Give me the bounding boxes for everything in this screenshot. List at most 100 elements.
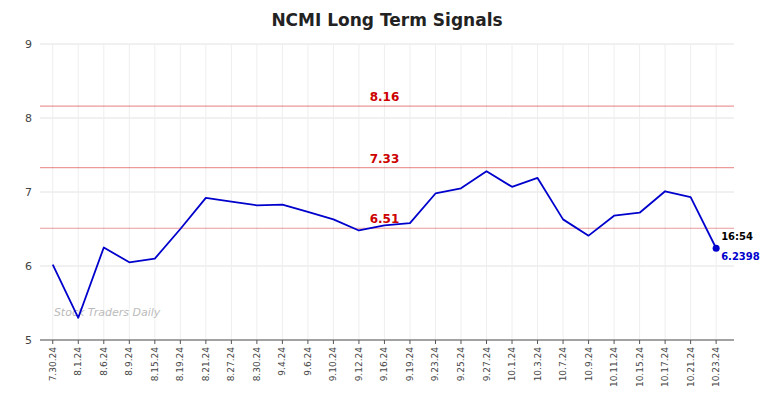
x-axis xyxy=(40,340,734,341)
x-tick xyxy=(537,340,538,344)
x-tick-label: 8.21.24 xyxy=(201,347,211,382)
x-tick-label: 10.9.24 xyxy=(584,347,594,382)
signal-line xyxy=(40,228,734,229)
x-tick-label: 8.6.24 xyxy=(99,347,109,376)
grid-line xyxy=(333,44,334,340)
x-tick-label: 9.4.24 xyxy=(277,347,287,376)
grid-line xyxy=(512,44,513,340)
grid-line xyxy=(40,340,734,341)
y-tick-label: 7 xyxy=(25,186,32,199)
grid-line xyxy=(614,44,615,340)
x-tick-label: 8.30.24 xyxy=(252,347,262,382)
x-tick xyxy=(129,340,130,344)
grid-line xyxy=(40,118,734,119)
x-tick xyxy=(716,340,717,344)
grid-line xyxy=(358,44,359,340)
x-tick-label: 9.10.24 xyxy=(328,347,338,382)
x-tick xyxy=(563,340,564,344)
x-tick xyxy=(690,340,691,344)
x-tick xyxy=(103,340,104,344)
last-time-label: 16:54 xyxy=(721,231,753,242)
x-tick xyxy=(180,340,181,344)
x-tick-label: 9.16.24 xyxy=(379,347,389,382)
grid-line xyxy=(205,44,206,340)
x-tick-label: 9.12.24 xyxy=(354,347,364,382)
x-tick xyxy=(282,340,283,344)
x-tick xyxy=(52,340,53,344)
x-tick xyxy=(665,340,666,344)
x-tick-label: 10.1.24 xyxy=(507,347,517,382)
grid-line xyxy=(256,44,257,340)
signal-line xyxy=(40,106,734,107)
grid-line xyxy=(78,44,79,340)
grid-line xyxy=(307,44,308,340)
grid-line xyxy=(103,44,104,340)
x-tick-label: 8.19.24 xyxy=(175,347,185,382)
signal-line xyxy=(40,167,734,168)
x-tick-label: 9.25.24 xyxy=(456,347,466,382)
x-tick-label: 10.11.24 xyxy=(609,347,619,387)
price-line xyxy=(53,171,716,318)
signal-label: 6.51 xyxy=(370,212,400,226)
plot-area xyxy=(40,106,734,318)
y-tick-label: 6 xyxy=(25,260,32,273)
grid-line xyxy=(282,44,283,340)
x-tick xyxy=(307,340,308,344)
signal-label: 8.16 xyxy=(370,90,400,104)
grid-line xyxy=(537,44,538,340)
grid-line xyxy=(384,44,385,340)
x-tick xyxy=(78,340,79,344)
x-tick xyxy=(614,340,615,344)
grid-line xyxy=(486,44,487,340)
x-tick-label: 10.15.24 xyxy=(635,347,645,387)
x-tick-label: 9.27.24 xyxy=(482,347,492,382)
x-tick-label: 10.7.24 xyxy=(558,347,568,382)
x-tick-label: 8.1.24 xyxy=(73,347,83,376)
x-tick-label: 10.23.24 xyxy=(711,347,721,387)
watermark: Stock Traders Daily xyxy=(54,306,161,319)
grid-line xyxy=(129,44,130,340)
x-tick xyxy=(486,340,487,344)
x-tick xyxy=(460,340,461,344)
signal-label: 7.33 xyxy=(370,152,400,166)
x-tick xyxy=(231,340,232,344)
grid-line xyxy=(154,44,155,340)
grid-line xyxy=(460,44,461,340)
x-tick xyxy=(588,340,589,344)
x-tick xyxy=(333,340,334,344)
y-tick-label: 8 xyxy=(25,112,32,125)
grid-line xyxy=(563,44,564,340)
x-tick xyxy=(256,340,257,344)
x-tick-label: 9.6.24 xyxy=(303,347,313,376)
grid-line xyxy=(52,44,53,340)
x-tick xyxy=(639,340,640,344)
x-tick-label: 9.19.24 xyxy=(405,347,415,382)
title: NCMI Long Term Signals xyxy=(271,10,502,30)
grid-line xyxy=(588,44,589,340)
grid-line xyxy=(435,44,436,340)
grid-line xyxy=(409,44,410,340)
x-tick-label: 10.3.24 xyxy=(533,347,543,382)
grid-line xyxy=(690,44,691,340)
x-tick-label: 8.15.24 xyxy=(150,347,160,382)
x-tick xyxy=(358,340,359,344)
last-value-label: 6.2398 xyxy=(721,251,760,262)
x-tick xyxy=(205,340,206,344)
x-tick-label: 7.30.24 xyxy=(48,347,58,382)
y-tick-label: 5 xyxy=(25,334,32,347)
x-tick-label: 8.9.24 xyxy=(124,347,134,376)
grid-line xyxy=(40,266,734,267)
grid-line xyxy=(40,192,734,193)
x-tick-label: 8.27.24 xyxy=(226,347,236,382)
grid-line xyxy=(40,44,734,45)
grid-line xyxy=(231,44,232,340)
y-tick-label: 9 xyxy=(25,38,32,51)
x-tick xyxy=(154,340,155,344)
grid-line xyxy=(180,44,181,340)
chart: NCMI Long Term Signals 5 6 7 8 9 7.30.24 8.1.24… xyxy=(0,0,784,398)
last-point xyxy=(713,245,720,252)
background xyxy=(0,0,784,398)
x-tick xyxy=(435,340,436,344)
x-tick xyxy=(384,340,385,344)
x-tick xyxy=(409,340,410,344)
